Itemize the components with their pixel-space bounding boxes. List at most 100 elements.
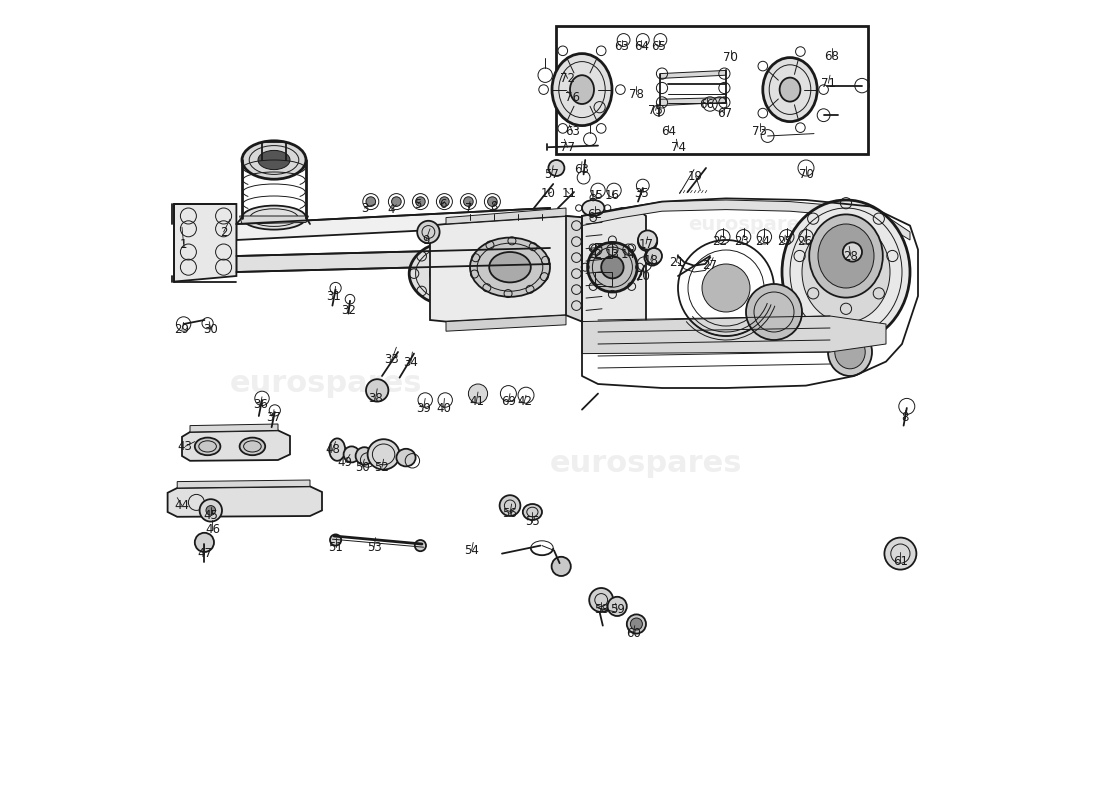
Text: 60: 60 [626,627,640,640]
Polygon shape [236,208,550,240]
Circle shape [463,197,473,206]
Text: 54: 54 [464,544,478,557]
Text: 34: 34 [404,356,418,369]
Text: 43: 43 [178,440,192,453]
Polygon shape [660,98,726,106]
Ellipse shape [409,241,498,306]
Bar [595,243,613,258]
Circle shape [469,384,487,403]
Polygon shape [236,248,550,272]
Ellipse shape [582,200,604,216]
Text: 69: 69 [500,395,516,408]
Text: 13: 13 [605,248,619,261]
Text: 14: 14 [620,248,636,261]
Polygon shape [446,208,566,224]
Text: 7: 7 [464,202,472,214]
Text: 74: 74 [671,141,685,154]
Circle shape [416,197,426,206]
Text: 11: 11 [562,187,576,200]
Circle shape [199,499,222,522]
Text: 6: 6 [439,198,447,210]
Text: 66: 66 [700,98,714,110]
Text: 28: 28 [844,250,858,262]
Circle shape [366,379,388,402]
Ellipse shape [522,504,542,520]
Text: 70: 70 [724,51,738,64]
Circle shape [499,495,520,516]
Text: 51: 51 [328,541,343,554]
Polygon shape [446,315,566,331]
Text: 46: 46 [205,523,220,536]
Text: 3: 3 [361,202,368,214]
Ellipse shape [552,54,612,126]
Text: 50: 50 [354,461,370,474]
Text: 39: 39 [416,402,431,414]
Text: 35: 35 [634,187,649,200]
Ellipse shape [343,446,360,462]
Text: 38: 38 [368,392,383,405]
Polygon shape [660,70,726,78]
Text: 4: 4 [388,203,395,216]
Text: 61: 61 [893,555,907,568]
Text: 9: 9 [422,234,430,246]
Ellipse shape [570,75,594,104]
Text: 19: 19 [689,170,703,182]
Text: 36: 36 [253,398,267,411]
Text: 64: 64 [634,40,649,53]
Ellipse shape [330,534,341,546]
Ellipse shape [240,438,265,455]
Text: 27: 27 [703,259,717,272]
Text: eurospares: eurospares [230,370,422,398]
Text: 10: 10 [541,187,556,200]
Ellipse shape [258,150,290,170]
Circle shape [551,557,571,576]
Text: 77: 77 [560,141,575,154]
Ellipse shape [367,439,399,470]
Ellipse shape [602,256,624,278]
Ellipse shape [430,256,478,291]
Text: eurospares: eurospares [689,214,812,234]
Ellipse shape [818,224,874,288]
Circle shape [843,242,862,262]
Bar [557,26,868,154]
Text: 26: 26 [796,235,812,248]
Ellipse shape [415,540,426,551]
Text: 45: 45 [204,509,218,522]
Text: 63: 63 [615,40,629,53]
Circle shape [206,506,216,515]
Polygon shape [240,216,308,224]
Text: 24: 24 [756,235,770,248]
Text: 23: 23 [735,235,749,248]
Ellipse shape [802,222,890,322]
Text: 57: 57 [544,168,559,181]
Ellipse shape [828,328,872,376]
Text: 56: 56 [503,507,517,520]
Text: 48: 48 [324,443,340,456]
Text: 5: 5 [415,198,421,210]
Circle shape [487,197,497,206]
Text: 37: 37 [266,411,280,424]
Text: 30: 30 [204,323,218,336]
Polygon shape [182,430,290,461]
Ellipse shape [810,214,883,298]
Text: 22: 22 [712,235,727,248]
Ellipse shape [746,284,802,340]
Polygon shape [582,208,646,330]
Circle shape [645,250,660,266]
Text: 40: 40 [437,402,451,414]
Ellipse shape [195,438,220,455]
Text: 16: 16 [605,189,620,202]
Text: 71: 71 [821,77,836,90]
Ellipse shape [242,141,306,179]
Text: 67: 67 [717,107,732,120]
Text: 47: 47 [197,547,212,560]
Ellipse shape [470,238,550,297]
Text: 21: 21 [669,256,684,269]
Polygon shape [174,204,236,282]
Ellipse shape [627,614,646,634]
Polygon shape [177,480,310,488]
Text: 76: 76 [565,91,580,104]
Text: 72: 72 [560,72,575,85]
Ellipse shape [490,252,531,282]
Text: 78: 78 [629,88,644,101]
